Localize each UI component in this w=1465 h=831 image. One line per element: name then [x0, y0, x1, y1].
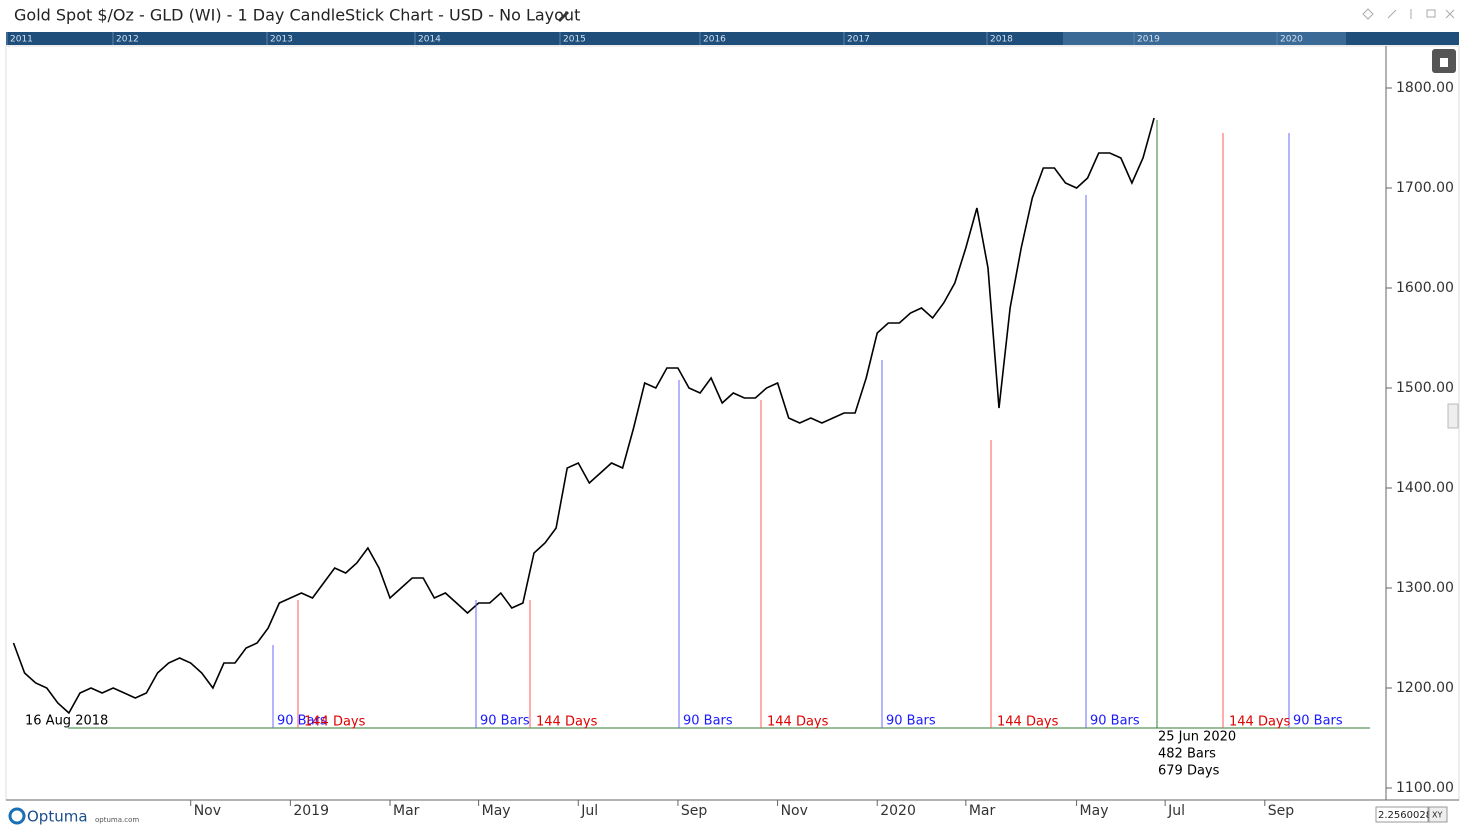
window-controls[interactable] [1362, 8, 1455, 20]
day-cycle-label: 144 Days [304, 715, 366, 730]
x-tick-label: Mar [393, 803, 420, 819]
side-panel-toggle[interactable] [1447, 403, 1459, 429]
day-cycle-label: 144 Days [767, 715, 829, 730]
start-date: 16 Aug 2018 [25, 714, 108, 729]
y-tick-label: 1400.00 [1396, 480, 1454, 496]
plot: 1100.00 1200.00 1300.00 1400.00 1500.00 1600.… [12, 80, 1454, 819]
x-tick-label: 2020 [880, 803, 916, 819]
bar-cycle-label: 90 Bars [1293, 714, 1343, 729]
x-tick-label: Sep [1268, 803, 1295, 819]
bar-cycle-label: 90 Bars [683, 714, 733, 729]
day-cycle-label: 144 Days [1229, 715, 1291, 730]
navigator-year: 2012 [116, 35, 139, 45]
day-cycle-label: 144 Days [997, 715, 1059, 730]
navigator-year: 2014 [418, 35, 441, 45]
x-tick-label: Jul [580, 803, 598, 819]
end-label: 679 Days [1158, 764, 1220, 779]
price-line [12, 117, 1155, 715]
navigator-window[interactable] [1063, 32, 1346, 45]
footer: Optuma optuma.com 2.2560028 XY [8, 806, 1448, 826]
mode[interactable]: XY [1432, 811, 1442, 820]
x-tick-label: Nov [194, 803, 221, 819]
navigator-year: 2017 [847, 35, 870, 45]
x-tick-label: May [1080, 803, 1109, 819]
navigator-years: 2011 2012 2013 2014 2015 2016 2017 2018 2019 2020 [6, 32, 1303, 45]
bar-cycle-label: 90 Bars [1090, 714, 1140, 729]
site-text: optuma.com [95, 816, 139, 824]
x-tick-label: Mar [969, 803, 996, 819]
end-label: 25 Jun 2020 [1158, 730, 1236, 745]
navigator-year: 2018 [990, 35, 1013, 45]
navigator-year: 2011 [10, 35, 33, 45]
y-tick-label: 1800.00 [1396, 80, 1454, 96]
x-tick-label: May [482, 803, 511, 819]
end-label: 482 Bars [1158, 747, 1216, 762]
edit-icon[interactable] [558, 11, 569, 22]
chart-title: Gold Spot $/Oz - GLD (WI) - 1 Day Candle… [14, 6, 580, 25]
bar-cycle-label: 90 Bars [480, 714, 530, 729]
logo-mark [8, 807, 26, 825]
logo-text: Optuma [27, 808, 88, 826]
navigator-year: 2016 [703, 35, 726, 45]
x-tick-label: Sep [681, 803, 708, 819]
y-tick-label: 1700.00 [1396, 180, 1454, 196]
mode-box[interactable] [1428, 806, 1448, 823]
y-tick-label: 1600.00 [1396, 280, 1454, 296]
bar-cycle-label: 90 Bars [886, 714, 936, 729]
lock-icon [1440, 58, 1448, 67]
navigator-year: 2015 [563, 35, 586, 45]
y-tick-label: 1300.00 [1396, 580, 1454, 596]
day-cycle-label: 144 Days [536, 715, 598, 730]
x-tick-label: 2019 [293, 803, 329, 819]
readout: 2.2560028 [1378, 810, 1432, 821]
y-tick-label: 1100.00 [1396, 780, 1454, 796]
x-tick-label: Jul [1167, 803, 1185, 819]
bar-cycle-label: 90 Bars [277, 714, 327, 729]
navigator-year: 2019 [1137, 35, 1160, 45]
navigator-year: 2020 [1280, 35, 1303, 45]
x-tick-label: Nov [781, 803, 808, 819]
y-tick-label: 1500.00 [1396, 380, 1454, 396]
y-tick-label: 1200.00 [1396, 680, 1454, 696]
readout-box [1375, 806, 1429, 823]
navigator-year: 2013 [270, 35, 293, 45]
